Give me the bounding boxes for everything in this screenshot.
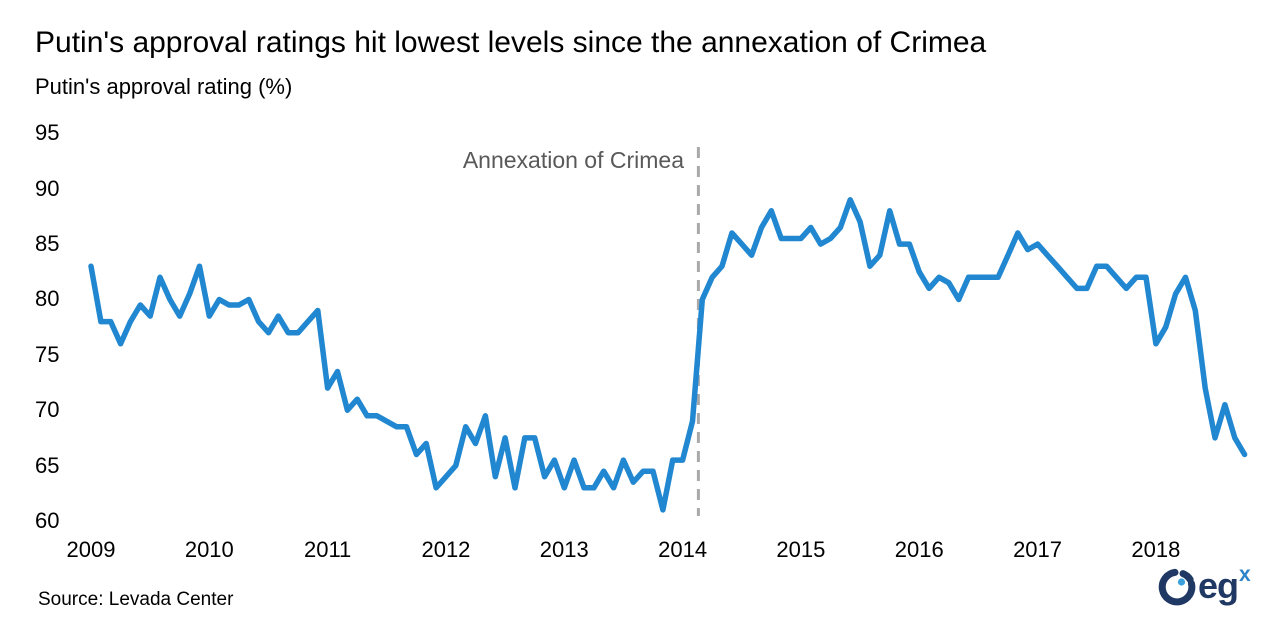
y-tick-label-85: 85 [35,231,60,257]
x-tick-label-2010: 2010 [184,537,234,562]
y-tick-label-75: 75 [35,341,60,367]
x-tick-label-2016: 2016 [894,537,944,562]
y-tick-label-95: 95 [35,120,60,146]
egx-logo-superscript: x [1239,563,1251,586]
y-tick-label-65: 65 [35,452,60,478]
x-tick-label-2013: 2013 [539,537,589,562]
egx-logo-text: eg [1198,565,1239,606]
x-tick-label-2012: 2012 [421,537,471,562]
x-tick-label-2015: 2015 [776,537,826,562]
approval-rating-line [88,197,1248,513]
chart-subtitle: Putin's approval rating (%) [35,74,293,99]
egx-logo-icon [1158,568,1196,606]
x-tick-label-2011: 2011 [303,537,352,562]
egx-logo: eg x [1158,563,1251,612]
y-tick-label-80: 80 [35,286,60,312]
y-tick-label-90: 90 [35,175,60,201]
x-tick-label-2017: 2017 [1013,537,1063,562]
y-tick-label-70: 70 [35,397,60,423]
x-tick-label-2018: 2018 [1131,537,1181,562]
chart-title: Putin's approval ratings hit lowest leve… [35,26,987,59]
x-tick-label-2009: 2009 [66,537,116,562]
source-note: Source: Levada Center [38,589,234,610]
annexation-annotation: Annexation of Crimea [462,147,684,173]
y-tick-label-60: 60 [35,508,60,533]
x-tick-label-2014: 2014 [658,537,708,562]
